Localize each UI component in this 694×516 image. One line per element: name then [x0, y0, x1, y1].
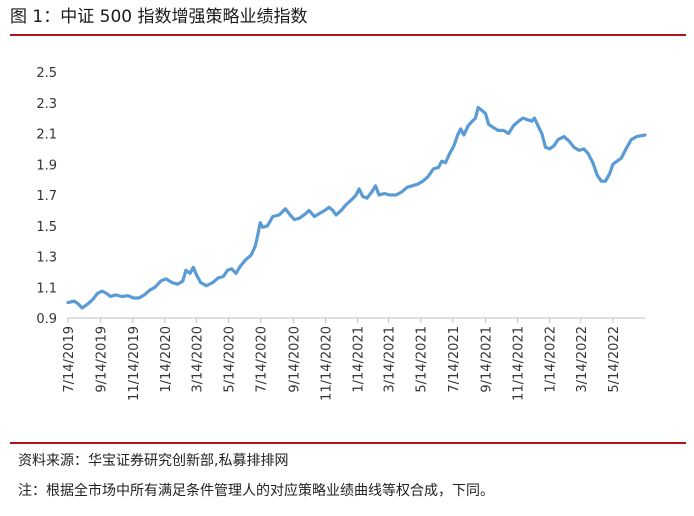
x-tick-label: 7/14/2021 — [447, 326, 462, 393]
y-tick-label: 1.5 — [36, 220, 57, 235]
page-title: 图 1：中证 500 指数增强策略业绩指数 — [10, 7, 308, 27]
y-axis: 0.9 1.1 1.3 1.5 1.7 1.9 2.1 2.3 2.5 — [36, 66, 57, 327]
x-tick-label: 3/14/2022 — [575, 326, 590, 393]
y-tick-label: 1.9 — [36, 158, 57, 173]
x-axis: 7/14/2019 9/14/2019 11/14/2019 1/14/2020 3/1… — [62, 318, 622, 401]
x-tick-label: 7/14/2020 — [255, 326, 270, 393]
x-tick-label: 7/14/2019 — [62, 326, 77, 393]
x-tick-label: 1/14/2022 — [544, 326, 559, 393]
x-tick-label: 9/14/2019 — [95, 326, 110, 393]
x-tick-label: 3/14/2020 — [190, 326, 205, 393]
source-note: 资料来源：华宝证券研究创新部,私募排排网 — [18, 453, 289, 469]
x-tick-label: 11/14/2020 — [319, 326, 334, 401]
x-tick-label: 9/14/2021 — [479, 326, 494, 393]
x-tick-label: 1/14/2020 — [159, 326, 174, 393]
y-tick-label: 2.1 — [36, 128, 57, 143]
footer-divider — [10, 442, 686, 444]
y-tick-label: 2.3 — [36, 97, 57, 112]
x-tick-label: 3/14/2021 — [383, 326, 398, 393]
y-tick-label: 2.5 — [36, 66, 57, 81]
y-tick-label: 1.7 — [36, 189, 57, 204]
x-tick-label: 5/14/2020 — [223, 326, 238, 393]
x-tick-label: 11/14/2019 — [127, 326, 142, 401]
x-tick-label: 5/14/2021 — [415, 326, 430, 393]
x-tick-label: 11/14/2021 — [512, 326, 527, 401]
x-tick-label: 9/14/2020 — [287, 326, 302, 393]
y-tick-label: 0.9 — [36, 312, 57, 327]
performance-index-chart: 0.9 1.1 1.3 1.5 1.7 1.9 2.1 2.3 2.5 7/14/2019 9/1… — [36, 66, 647, 401]
y-tick-label: 1.3 — [36, 251, 57, 266]
y-tick-label: 1.1 — [36, 281, 57, 296]
x-tick-label: 5/14/2022 — [607, 326, 622, 393]
title-divider — [10, 34, 686, 36]
x-tick-label: 1/14/2021 — [352, 326, 367, 393]
methodology-note: 注：根据全市场中所有满足条件管理人的对应策略业绩曲线等权合成，下同。 — [18, 483, 494, 499]
series-line-performance-index — [66, 105, 647, 310]
